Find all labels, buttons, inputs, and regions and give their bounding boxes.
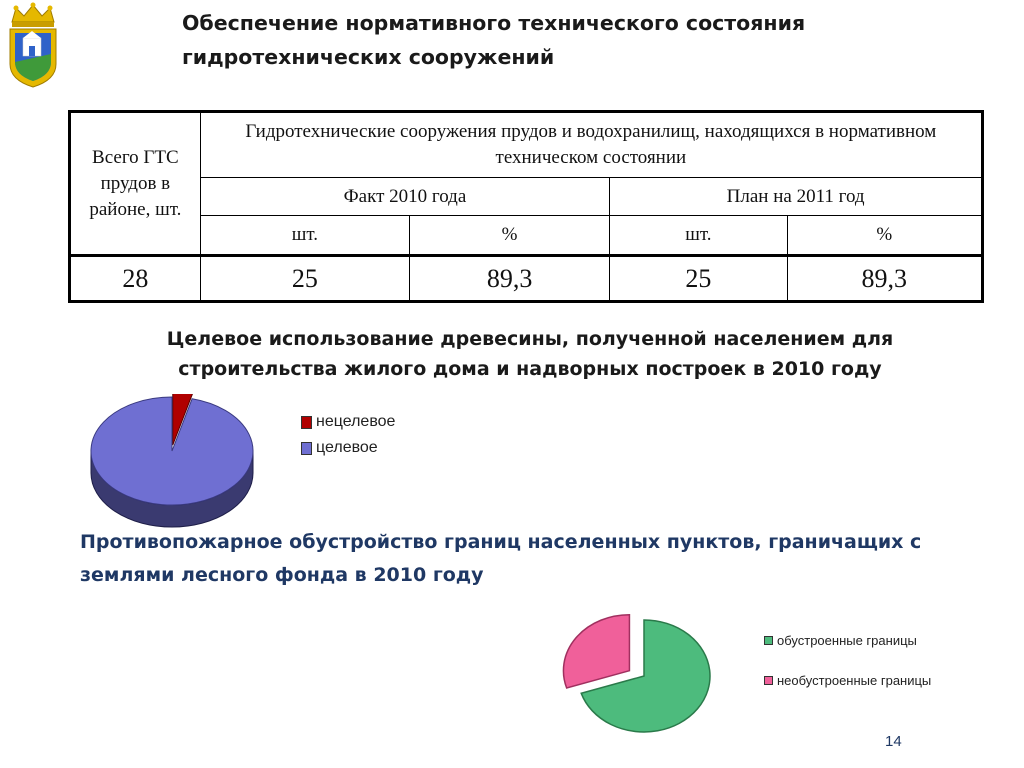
gts-status-table: Всего ГТС прудов в районе, шт. Гидротехн… <box>68 110 984 303</box>
legend-swatch-nontarget <box>301 415 312 429</box>
legend-item-target: целевое <box>301 435 395 461</box>
header-normative-structures: Гидротехнические сооружения прудов и вод… <box>199 111 984 178</box>
legend-swatch-target <box>301 441 312 455</box>
section2-line-2: землями лесного фонда в 2010 году <box>80 564 484 586</box>
section-title-wood-usage: Целевое использование древесины, получен… <box>100 324 960 384</box>
legend-item-equipped: обустроенные границы <box>764 628 931 652</box>
pie1-slice-target <box>90 396 254 506</box>
unit-fact-pct: % <box>408 215 611 256</box>
unit-plan-pct: % <box>786 215 984 256</box>
fire-protection-legend: обустроенные границы необустроенные гран… <box>764 628 931 692</box>
pie2-slice-equipped <box>580 619 711 733</box>
value-fact-pct: 89,3 <box>408 254 611 302</box>
value-fact-pcs: 25 <box>199 254 410 302</box>
slide-title: Обеспечение нормативного технического со… <box>182 6 982 74</box>
coat-of-arms-icon <box>9 2 57 88</box>
section1-line-1: Целевое использование древесины, получен… <box>166 328 894 350</box>
legend-swatch-equipped <box>764 635 773 645</box>
legend-label-nontarget: нецелевое <box>316 413 396 430</box>
pie1-slice-nontarget <box>172 394 193 446</box>
header-fact-2010: Факт 2010 года <box>199 177 611 216</box>
slide-title-line-1: Обеспечение нормативного технического со… <box>182 11 806 35</box>
wood-usage-legend: нецелевое целевое <box>301 409 395 461</box>
legend-label-unequipped: необустроенные границы <box>777 672 932 688</box>
pie2-slice-unequipped <box>562 613 631 689</box>
legend-item-nontarget: нецелевое <box>301 409 395 435</box>
value-plan-pct: 89,3 <box>786 254 984 302</box>
wood-usage-pie-chart <box>90 394 254 528</box>
legend-label-equipped: обустроенные границы <box>777 632 917 648</box>
header-plan-2011: План на 2011 год <box>609 177 983 216</box>
slide-title-line-2: гидротехнических сооружений <box>182 45 555 69</box>
section1-line-2: строительства жилого дома и надворных по… <box>178 358 882 380</box>
section2-line-1: Противопожарное обустройство границ насе… <box>80 531 922 553</box>
unit-fact-pcs: шт. <box>199 215 410 256</box>
value-total: 28 <box>69 254 201 302</box>
header-total-gts: Всего ГТС прудов в районе, шт. <box>69 111 201 256</box>
section-title-fire-protection: Противопожарное обустройство границ насе… <box>80 526 960 592</box>
unit-plan-pcs: шт. <box>609 215 788 256</box>
fire-protection-pie-chart <box>562 613 711 733</box>
value-plan-pcs: 25 <box>609 254 788 302</box>
page-number: 14 <box>885 733 902 750</box>
legend-item-unequipped: необустроенные границы <box>764 668 931 692</box>
legend-label-target: целевое <box>316 439 378 456</box>
legend-swatch-unequipped <box>764 675 773 685</box>
